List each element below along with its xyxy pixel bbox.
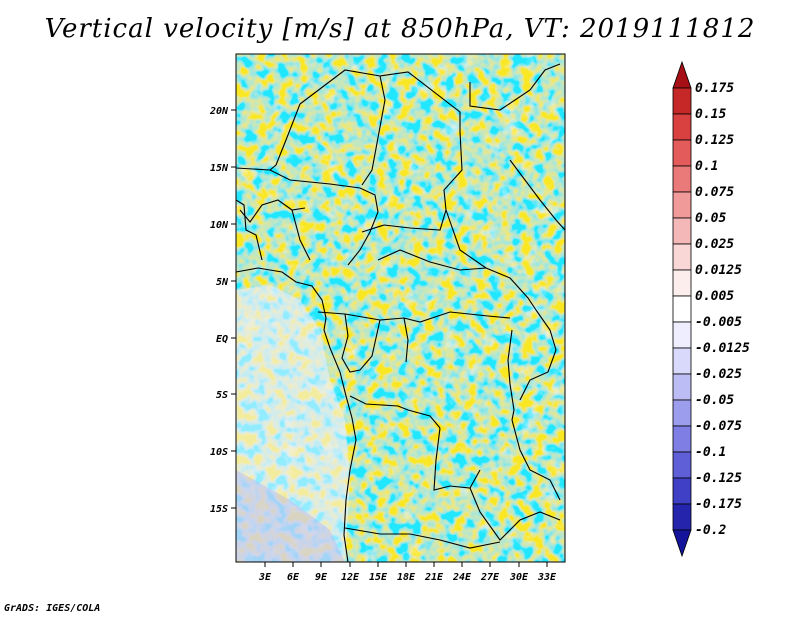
colorbar-segment [672,217,692,245]
colorbar-segment [672,321,692,349]
colorbar-label: -0.025 [695,367,742,382]
colorbar-segment [672,503,692,531]
lat-tick-label: 5N [216,277,229,288]
lon-tick-label: 24E [452,572,472,583]
colorbar-label: -0.2 [695,523,726,538]
colorbar-segment [672,399,692,427]
colorbar-segment [672,529,692,558]
lat-tick-label: EQ [216,334,228,345]
lat-tick-label: 5S [216,390,228,401]
map-frame [235,53,566,563]
country-borders [236,63,565,562]
lon-tick-label: 18E [397,572,416,583]
colorbar-segment [672,451,692,479]
lon-tick-label: 30E [509,572,529,583]
lon-tick-label: 21E [424,572,444,583]
longitude-axis: 3E 6E 9E 12E 15E 18E 21E 24E 27E 30E 33E [258,562,557,583]
colorbar-segment [672,425,692,453]
lon-tick-label: 3E [258,572,272,583]
colorbar-label: 0.025 [695,237,734,252]
colorbar-segment [672,60,692,89]
lat-tick-label: 10S [210,447,228,458]
ocean-area [236,285,350,562]
colorbar: 0.175 0.15 0.125 0.1 0.075 0.05 0.025 0.0125 0.0… [672,60,750,558]
colorbar-label: 0.15 [695,107,726,122]
colorbar-label: 0.1 [695,159,718,174]
colorbar-label: -0.075 [695,419,742,434]
colorbar-segment [672,373,692,401]
colorbar-label: -0.1 [695,445,726,460]
grads-credit: GrADS: IGES/COLA [4,603,101,614]
lon-tick-label: 15E [369,572,388,583]
lon-tick-label: 33E [537,572,557,583]
colorbar-label: 0.005 [695,289,734,304]
colorbar-segment [672,269,692,297]
colorbar-segment [672,113,692,141]
colorbar-segment [672,165,692,193]
lon-tick-label: 6E [287,572,300,583]
lon-tick-label: 9E [315,572,328,583]
lon-tick-label: 12E [341,572,360,583]
colorbar-label: -0.125 [695,471,742,486]
colorbar-segment [672,191,692,219]
lat-tick-label: 20N [209,106,229,117]
colorbar-label: 0.175 [695,81,734,96]
colorbar-segment [672,347,692,375]
colorbar-segment [672,243,692,271]
lat-tick-label: 15N [210,163,229,174]
map-title: Vertical velocity [m/s] at 850hPa, VT: 2… [44,14,756,44]
colorbar-segment [672,87,692,115]
lon-tick-label: 27E [480,572,500,583]
latitude-axis: 20N 15N 10N 5N EQ 5S 10S 15S [209,106,236,515]
colorbar-segment [672,139,692,167]
lat-tick-label: 10N [210,220,229,231]
lat-tick-label: 15S [210,504,228,515]
colorbar-label: -0.0125 [695,341,750,356]
colorbar-label: 0.05 [695,211,726,226]
colorbar-label: -0.175 [695,497,742,512]
colorbar-label: 0.075 [695,185,734,200]
colorbar-label: -0.05 [695,393,734,408]
colorbar-label: 0.0125 [695,263,742,278]
colorbar-segment [672,295,692,323]
colorbar-label: -0.005 [695,315,742,330]
velocity-field [236,54,565,562]
colorbar-label: 0.125 [695,133,734,148]
colorbar-segment [672,477,692,505]
